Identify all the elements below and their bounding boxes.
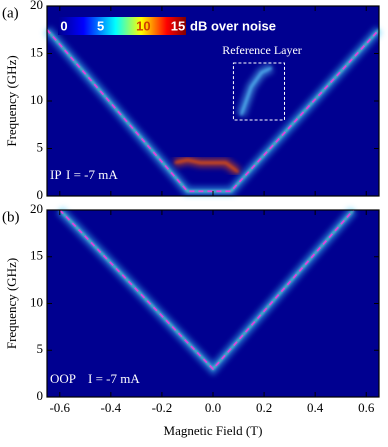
colorbar-tick-label: 10 [136, 18, 150, 33]
y-tick-label: 5 [37, 341, 44, 356]
x-axis-label: Magnetic Field (T) [164, 423, 263, 438]
y-tick-label: 0 [37, 388, 44, 403]
colorbar-tick-label: 0 [60, 18, 67, 33]
signal-core [174, 158, 240, 174]
annotation: OOP [50, 371, 76, 386]
theory-line [59, 209, 355, 371]
x-tick-label: 0.2 [256, 400, 272, 415]
y-tick-label: 10 [30, 92, 43, 107]
y-tick-label: 15 [30, 44, 43, 59]
y-tick-label: 20 [30, 0, 43, 12]
y-tick-label: 0 [37, 187, 44, 202]
panel-label: (b) [2, 209, 20, 225]
colorbar-tick-label: 5 [97, 18, 104, 33]
y-axis-label: Frequency (GHz) [4, 55, 19, 146]
x-tick-label: -0.6 [49, 400, 70, 415]
annotation: IP [50, 167, 62, 182]
x-tick-label: -0.2 [152, 400, 173, 415]
y-tick-label: 15 [30, 248, 43, 263]
colorbar-tick-label: 15 [171, 18, 185, 33]
annotation: I = -7 mA [88, 371, 140, 386]
panel-label: (a) [2, 5, 19, 21]
colorbar-label: dB over noise [190, 18, 276, 33]
theory-line [46, 29, 380, 193]
x-tick-label: -0.4 [101, 400, 122, 415]
reference-box [232, 62, 286, 121]
y-tick-label: 20 [30, 201, 43, 216]
x-tick-label: 0.4 [307, 400, 324, 415]
x-tick-label: 0.0 [205, 400, 221, 415]
x-tick-label: 0.6 [358, 400, 375, 415]
annotation: I = -7 mA [66, 167, 118, 182]
y-axis-label: Frequency (GHz) [4, 258, 19, 349]
y-tick-label: 5 [37, 139, 44, 154]
colorbar [58, 17, 186, 35]
y-tick-label: 10 [30, 294, 43, 309]
signal-core [239, 66, 273, 116]
annotation: Reference Layer [222, 43, 302, 57]
